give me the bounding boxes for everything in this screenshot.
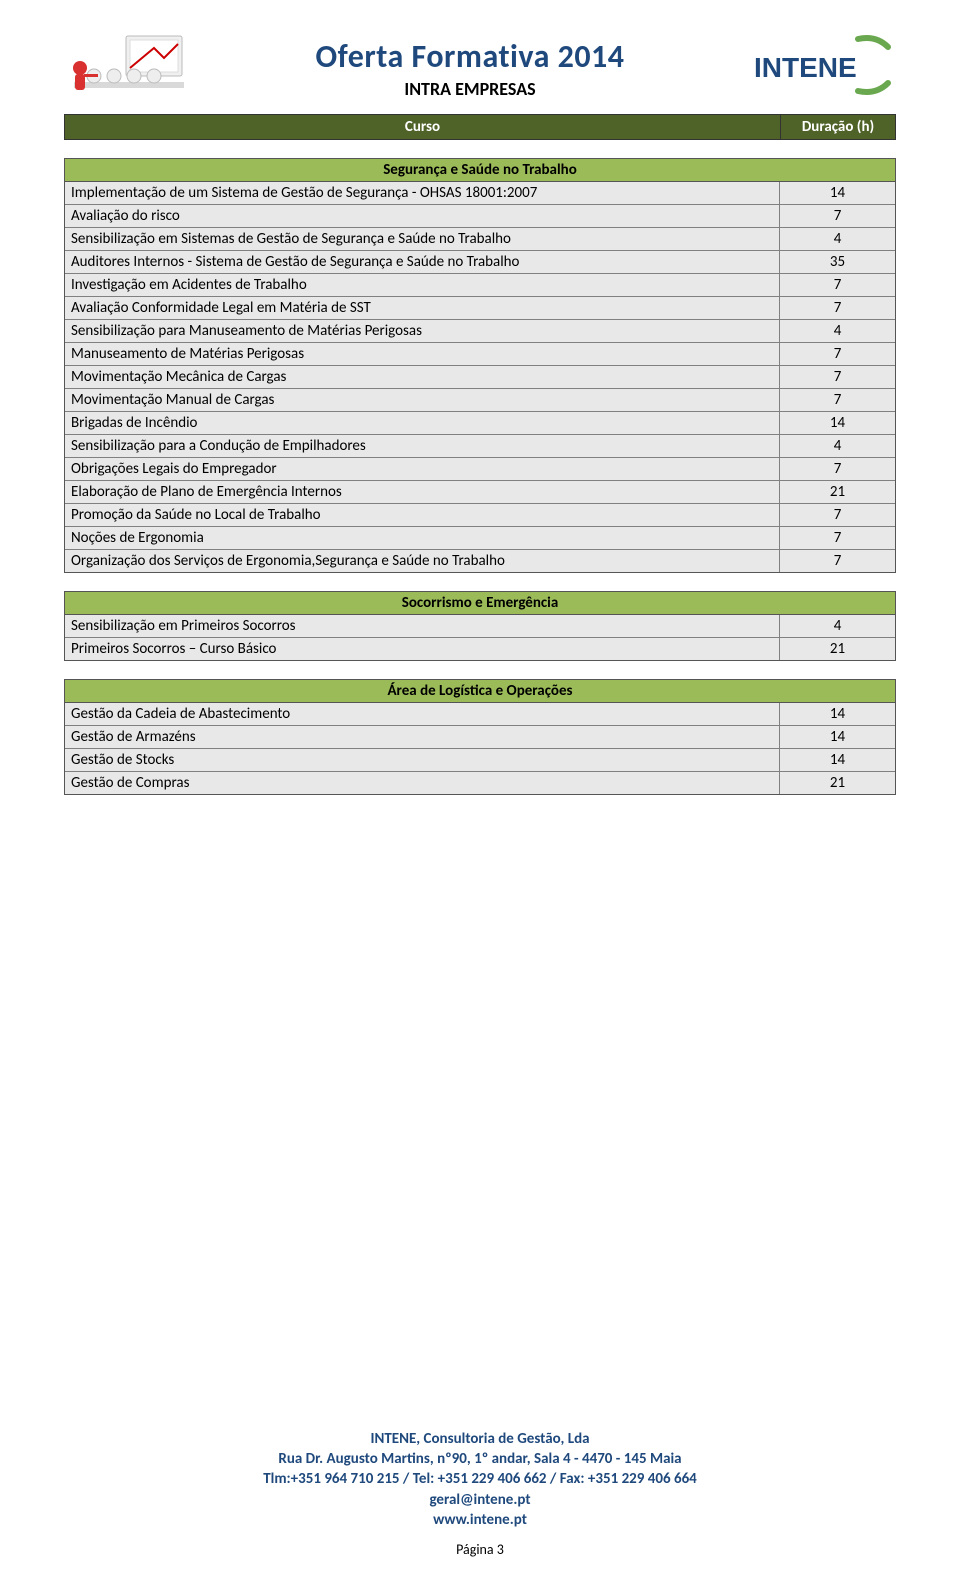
row-value: 7 <box>780 205 895 227</box>
table-row: Sensibilização para Manuseamento de Maté… <box>65 320 895 343</box>
section-title: Segurança e Saúde no Trabalho <box>65 159 895 182</box>
row-label: Noções de Ergonomia <box>65 527 780 549</box>
row-label: Movimentação Mecânica de Cargas <box>65 366 780 388</box>
footer-line: Tlm:+351 964 710 215 / Tel: +351 229 406… <box>64 1469 896 1489</box>
footer-line: geral@intene.pt <box>64 1490 896 1510</box>
section: Segurança e Saúde no TrabalhoImplementaç… <box>64 158 896 573</box>
section-title: Socorrismo e Emergência <box>65 592 895 615</box>
row-value: 14 <box>780 412 895 434</box>
row-value: 4 <box>780 228 895 250</box>
section: Socorrismo e EmergênciaSensibilização em… <box>64 591 896 661</box>
table-row: Auditores Internos - Sistema de Gestão d… <box>65 251 895 274</box>
subtitle: INTRA EMPRESAS <box>194 78 746 100</box>
footer-line: www.intene.pt <box>64 1510 896 1530</box>
row-label: Obrigações Legais do Empregador <box>65 458 780 480</box>
row-value: 7 <box>780 274 895 296</box>
table-row: Promoção da Saúde no Local de Trabalho7 <box>65 504 895 527</box>
table-row: Gestão da Cadeia de Abastecimento14 <box>65 703 895 726</box>
row-label: Avaliação Conformidade Legal em Matéria … <box>65 297 780 319</box>
table-row: Gestão de Armazéns14 <box>65 726 895 749</box>
page-number: Página 3 <box>456 1541 504 1558</box>
section: Área de Logística e OperaçõesGestão da C… <box>64 679 896 795</box>
section-title: Área de Logística e Operações <box>65 680 895 703</box>
row-label: Primeiros Socorros – Curso Básico <box>65 638 780 660</box>
row-value: 7 <box>780 550 895 572</box>
table-row: Movimentação Mecânica de Cargas7 <box>65 366 895 389</box>
table-row: Manuseamento de Matérias Perigosas7 <box>65 343 895 366</box>
row-label: Investigação em Acidentes de Trabalho <box>65 274 780 296</box>
row-label: Avaliação do risco <box>65 205 780 227</box>
row-value: 4 <box>780 615 895 637</box>
row-label: Auditores Internos - Sistema de Gestão d… <box>65 251 780 273</box>
row-value: 7 <box>780 297 895 319</box>
row-label: Gestão de Armazéns <box>65 726 780 748</box>
table-row: Primeiros Socorros – Curso Básico21 <box>65 638 895 660</box>
footer: INTENE, Consultoria de Gestão, Lda Rua D… <box>64 1429 896 1530</box>
row-value: 14 <box>780 726 895 748</box>
main-title: Oferta Formativa 2014 <box>194 37 746 76</box>
svg-text:INTENE: INTENE <box>754 52 857 83</box>
row-value: 7 <box>780 366 895 388</box>
table-row: Obrigações Legais do Empregador7 <box>65 458 895 481</box>
footer-line: INTENE, Consultoria de Gestão, Lda <box>64 1429 896 1449</box>
row-label: Elaboração de Plano de Emergência Intern… <box>65 481 780 503</box>
row-label: Implementação de um Sistema de Gestão de… <box>65 182 780 204</box>
row-value: 4 <box>780 435 895 457</box>
row-value: 14 <box>780 749 895 771</box>
training-illustration <box>64 28 194 108</box>
row-label: Organização dos Serviços de Ergonomia,Se… <box>65 550 780 572</box>
table-row: Avaliação Conformidade Legal em Matéria … <box>65 297 895 320</box>
table-row: Sensibilização para a Condução de Empilh… <box>65 435 895 458</box>
table-row: Noções de Ergonomia7 <box>65 527 895 550</box>
table-row: Investigação em Acidentes de Trabalho7 <box>65 274 895 297</box>
table-row: Sensibilização em Primeiros Socorros4 <box>65 615 895 638</box>
row-value: 7 <box>780 458 895 480</box>
row-value: 35 <box>780 251 895 273</box>
row-value: 7 <box>780 527 895 549</box>
table-row: Avaliação do risco7 <box>65 205 895 228</box>
row-label: Movimentação Manual de Cargas <box>65 389 780 411</box>
row-label: Manuseamento de Matérias Perigosas <box>65 343 780 365</box>
row-value: 7 <box>780 504 895 526</box>
table-row: Gestão de Compras21 <box>65 772 895 794</box>
table-row: Sensibilização em Sistemas de Gestão de … <box>65 228 895 251</box>
row-value: 14 <box>780 703 895 725</box>
row-value: 21 <box>780 638 895 660</box>
row-value: 4 <box>780 320 895 342</box>
row-value: 21 <box>780 481 895 503</box>
header-row: Oferta Formativa 2014 INTRA EMPRESAS INT… <box>64 28 896 108</box>
title-block: Oferta Formativa 2014 INTRA EMPRESAS <box>194 37 746 100</box>
table-row: Implementação de um Sistema de Gestão de… <box>65 182 895 205</box>
col-header-duracao: Duração (h) <box>780 114 896 140</box>
table-row: Brigadas de Incêndio14 <box>65 412 895 435</box>
row-label: Brigadas de Incêndio <box>65 412 780 434</box>
table-row: Movimentação Manual de Cargas7 <box>65 389 895 412</box>
row-label: Sensibilização em Primeiros Socorros <box>65 615 780 637</box>
table-row: Elaboração de Plano de Emergência Intern… <box>65 481 895 504</box>
row-value: 7 <box>780 343 895 365</box>
row-label: Sensibilização em Sistemas de Gestão de … <box>65 228 780 250</box>
row-label: Gestão de Stocks <box>65 749 780 771</box>
row-label: Sensibilização para Manuseamento de Maté… <box>65 320 780 342</box>
table-row: Gestão de Stocks14 <box>65 749 895 772</box>
col-header-curso: Curso <box>64 114 780 140</box>
row-value: 14 <box>780 182 895 204</box>
column-header-bar: Curso Duração (h) <box>64 114 896 140</box>
row-value: 7 <box>780 389 895 411</box>
row-label: Gestão de Compras <box>65 772 780 794</box>
row-label: Sensibilização para a Condução de Empilh… <box>65 435 780 457</box>
table-row: Organização dos Serviços de Ergonomia,Se… <box>65 550 895 572</box>
footer-line: Rua Dr. Augusto Martins, nº90, 1º andar,… <box>64 1449 896 1469</box>
row-label: Gestão da Cadeia de Abastecimento <box>65 703 780 725</box>
row-label: Promoção da Saúde no Local de Trabalho <box>65 504 780 526</box>
brand-logo: INTENE <box>746 33 896 103</box>
row-value: 21 <box>780 772 895 794</box>
